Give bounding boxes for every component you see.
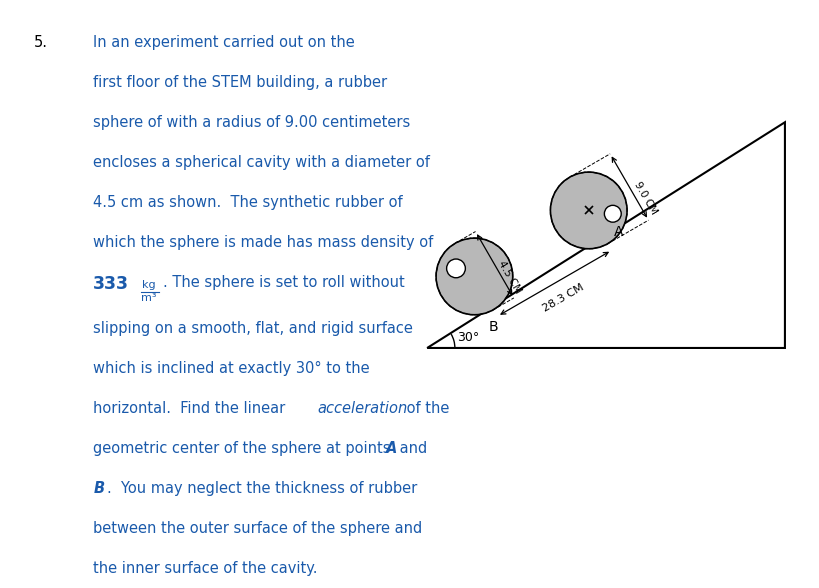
Circle shape bbox=[604, 205, 622, 222]
Text: 333: 333 bbox=[93, 275, 129, 293]
Text: which is inclined at exactly 30° to the: which is inclined at exactly 30° to the bbox=[93, 361, 370, 376]
Text: between the outer surface of the sphere and: between the outer surface of the sphere … bbox=[93, 521, 423, 536]
Text: A: A bbox=[614, 225, 624, 239]
Circle shape bbox=[436, 238, 513, 315]
Text: sphere of with a radius of 9.00 centimeters: sphere of with a radius of 9.00 centimet… bbox=[93, 115, 410, 131]
Text: A: A bbox=[387, 441, 398, 456]
Text: of the: of the bbox=[402, 401, 450, 416]
Text: 30°: 30° bbox=[457, 330, 479, 344]
Text: and: and bbox=[395, 441, 428, 456]
Text: 28.3 CM: 28.3 CM bbox=[541, 282, 586, 313]
Text: 4.5 cm as shown.  The synthetic rubber of: 4.5 cm as shown. The synthetic rubber of bbox=[93, 195, 403, 211]
Text: . The sphere is set to roll without: . The sphere is set to roll without bbox=[163, 275, 405, 290]
Text: B: B bbox=[93, 481, 105, 496]
Text: encloses a spherical cavity with a diameter of: encloses a spherical cavity with a diame… bbox=[93, 155, 430, 171]
Text: B: B bbox=[489, 320, 499, 335]
Text: kg: kg bbox=[143, 280, 156, 290]
Text: geometric center of the sphere at points: geometric center of the sphere at points bbox=[93, 441, 396, 456]
Circle shape bbox=[550, 172, 627, 249]
Text: horizontal.  Find the linear: horizontal. Find the linear bbox=[93, 401, 290, 416]
Text: 5.: 5. bbox=[34, 35, 48, 51]
Text: which the sphere is made has mass density of: which the sphere is made has mass densit… bbox=[93, 235, 433, 250]
Text: .  You may neglect the thickness of rubber: . You may neglect the thickness of rubbe… bbox=[107, 481, 418, 496]
Circle shape bbox=[446, 259, 465, 278]
Text: slipping on a smooth, flat, and rigid surface: slipping on a smooth, flat, and rigid su… bbox=[93, 321, 414, 336]
Text: acceleration: acceleration bbox=[317, 401, 407, 416]
Text: 4.5 CM: 4.5 CM bbox=[496, 259, 523, 295]
Text: the inner surface of the cavity.: the inner surface of the cavity. bbox=[93, 561, 318, 576]
Text: m³: m³ bbox=[142, 293, 157, 303]
Text: In an experiment carried out on the: In an experiment carried out on the bbox=[93, 35, 355, 51]
Text: first floor of the STEM building, a rubber: first floor of the STEM building, a rubb… bbox=[93, 75, 387, 91]
Text: 9.0 CM: 9.0 CM bbox=[632, 181, 659, 216]
